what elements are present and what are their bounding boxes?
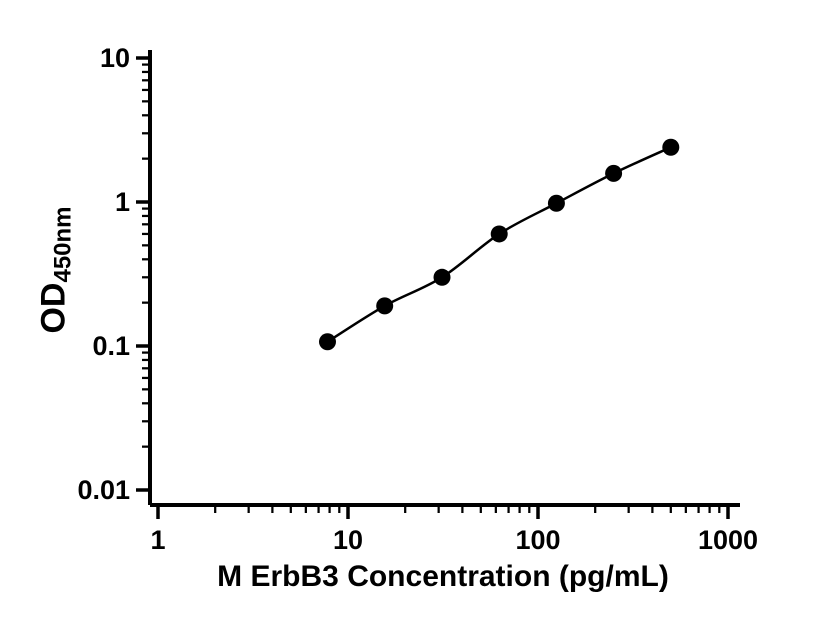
x-axis-title: M ErbB3 Concentration (pg/mL) (217, 560, 669, 593)
x-tick-label: 10 (333, 525, 363, 555)
y-tick-label: 0.1 (92, 331, 130, 361)
y-tick-label: 0.01 (77, 475, 130, 505)
y-tick-label: 10 (100, 43, 130, 73)
y-tick-label: 1 (115, 187, 130, 217)
y-axis-title: OD450nm (34, 206, 77, 334)
data-point (490, 225, 508, 243)
data-point (605, 164, 623, 182)
data-point (547, 194, 565, 212)
y-axis-title-main: OD (34, 282, 73, 334)
data-point (433, 268, 451, 286)
data-point (376, 297, 394, 315)
x-tick-label: 1 (150, 525, 165, 555)
x-tick-label: 1000 (698, 525, 758, 555)
data-point (318, 333, 336, 351)
data-point (662, 138, 680, 156)
y-axis-title-subscript: 450nm (49, 206, 77, 283)
x-tick-label: 100 (515, 525, 560, 555)
